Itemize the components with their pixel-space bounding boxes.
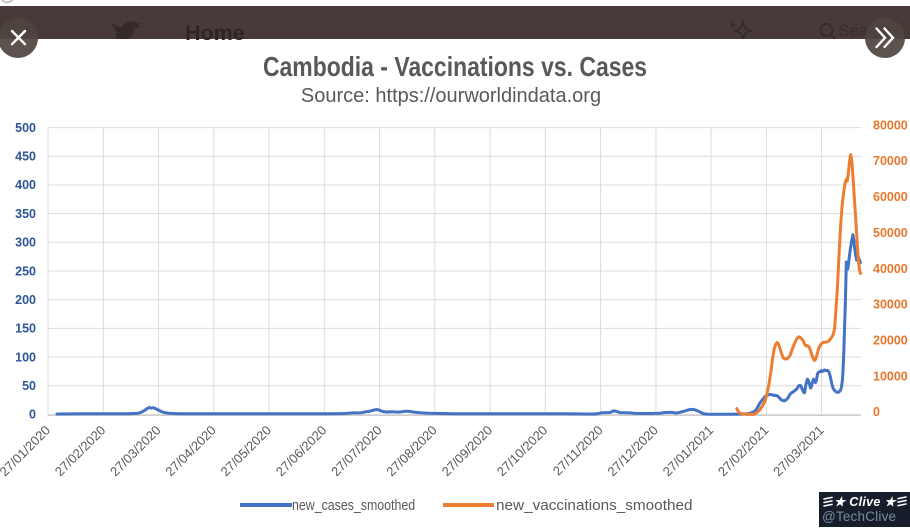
svg-text:350: 350 <box>15 207 36 221</box>
svg-text:27/03/2020: 27/03/2020 <box>107 423 164 480</box>
svg-text:70000: 70000 <box>873 154 908 168</box>
svg-text:30000: 30000 <box>873 298 908 312</box>
svg-text:300: 300 <box>15 236 36 250</box>
svg-text:0: 0 <box>873 405 880 419</box>
svg-text:27/02/2021: 27/02/2021 <box>715 423 772 480</box>
svg-text:27/10/2020: 27/10/2020 <box>494 423 551 480</box>
svg-text:0: 0 <box>29 408 36 422</box>
svg-text:27/06/2020: 27/06/2020 <box>273 423 330 480</box>
svg-text:27/04/2020: 27/04/2020 <box>162 423 219 480</box>
svg-text:27/01/2021: 27/01/2021 <box>660 423 717 480</box>
svg-text:200: 200 <box>15 293 36 307</box>
svg-text:500: 500 <box>15 121 36 135</box>
svg-text:27/03/2021: 27/03/2021 <box>770 423 827 480</box>
svg-text:100: 100 <box>15 350 36 364</box>
svg-text:27/05/2020: 27/05/2020 <box>217 423 274 480</box>
svg-text:250: 250 <box>15 264 36 278</box>
svg-text:27/12/2020: 27/12/2020 <box>604 423 661 480</box>
svg-text:27/02/2020: 27/02/2020 <box>52 423 109 480</box>
svg-text:27/08/2020: 27/08/2020 <box>383 423 440 480</box>
svg-text:27/07/2020: 27/07/2020 <box>328 423 385 480</box>
svg-text:60000: 60000 <box>873 190 908 204</box>
svg-text:80000: 80000 <box>873 118 908 132</box>
svg-text:450: 450 <box>15 150 36 164</box>
svg-text:27/11/2020: 27/11/2020 <box>550 423 606 479</box>
svg-text:20000: 20000 <box>873 334 908 348</box>
svg-text:40000: 40000 <box>873 262 908 276</box>
svg-text:27/01/2020: 27/01/2020 <box>0 423 53 480</box>
svg-text:27/09/2020: 27/09/2020 <box>439 423 496 480</box>
svg-text:400: 400 <box>15 178 36 192</box>
svg-text:50000: 50000 <box>873 226 908 240</box>
svg-text:150: 150 <box>15 322 36 336</box>
svg-text:10000: 10000 <box>873 369 908 383</box>
svg-text:50: 50 <box>22 379 36 393</box>
